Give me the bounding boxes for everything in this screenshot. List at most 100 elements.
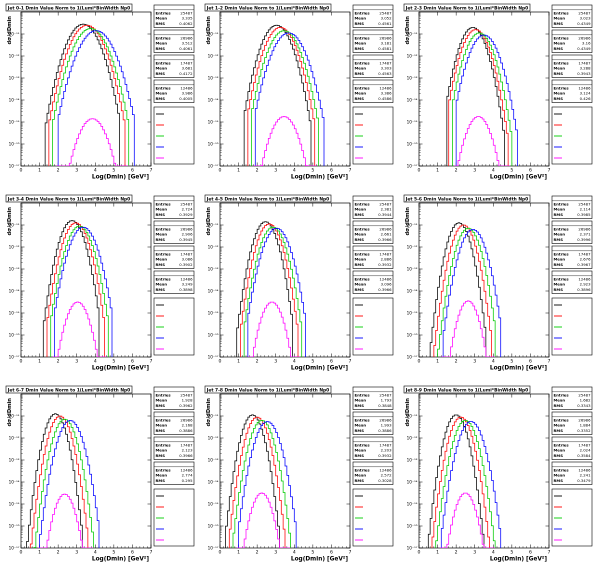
x-tick-label: 3 [473,168,476,174]
y-tick-label: 10⁻¹⁴ [9,480,20,485]
stats-label: RMS [554,96,564,101]
stats-box [153,245,195,269]
histogram-panel: Jet 7-8 Dmin Value Norm to 1(Lumi*BinWid… [199,382,397,572]
series-green-line [251,30,319,166]
stats-label: Mean [355,448,367,453]
y-tick-label: 10⁻¹³ [407,267,418,272]
stats-label: RMS [554,237,564,242]
x-tick-label: 5 [311,359,314,365]
series-blue-line [442,229,502,357]
legend-box [153,106,195,165]
stats-box [551,386,593,410]
stats-value: 0.3848 [378,403,392,408]
title-box [403,385,531,394]
stats-label: Entries [554,443,570,448]
stats-label: Entries [355,277,371,282]
stats-value: 12486 [578,468,591,473]
x-tick-label: 3 [473,550,476,556]
stats-label: Mean [554,473,566,478]
stats-value: 26986 [180,36,193,41]
stats-box [551,245,593,269]
y-tick-label: 10⁻¹³ [407,76,418,81]
y-tick-label: 10⁻¹¹ [407,414,418,419]
x-tick-label: 4 [94,168,97,174]
stats-value: 0.3966 [378,237,392,242]
stats-value: 3.086 [182,257,193,262]
y-tick-label: 10⁻¹³ [407,458,418,463]
stats-label: Mean [554,282,566,287]
stats-value: 0.4586 [378,96,392,101]
histogram-panel: Jet 2-3 Dmin Value Norm to 1(Lumi*BinWid… [398,0,596,190]
series-green-line [33,418,94,548]
x-tick-label: 7 [548,550,551,556]
y-tick-label: 10⁻¹⁷ [407,546,418,551]
x-tick-label: 0 [219,168,222,174]
stats-value: 25487 [379,11,392,16]
chart-title: Jet 0-1 Dmin Value Norm to 1(Lumi*BinWid… [7,6,130,12]
stats-box [153,436,195,460]
stats-value: 0.295 [182,478,193,483]
legend-box [551,106,593,165]
stats-value: 0.4349 [577,46,591,51]
stats-label: RMS [554,46,564,51]
chart-title: Jet 2-3 Dmin Value Norm to 1(Lumi*BinWid… [405,6,528,12]
x-tick-label: 4 [492,550,495,556]
y-tick-label: 10⁻¹³ [9,267,20,272]
x-tick-label: 3 [274,168,277,174]
series-group [26,413,100,548]
stats-label: Entries [554,418,570,423]
x-tick-label: 3 [473,359,476,365]
x-tick-label: 4 [94,359,97,365]
stats-value: 17487 [578,443,591,448]
series-green-line [435,420,496,548]
stats-box [352,220,394,244]
stats-box [352,436,394,460]
histogram-panel: Jet 8-9 Dmin Value Norm to 1(Lumi*BinWid… [398,382,596,572]
title-box [204,3,332,12]
stats-label: Entries [156,393,172,398]
x-axis-label: Log(Dmin) [GeV²] [490,365,547,372]
stats-label: Entries [156,443,172,448]
stats-label: RMS [554,478,564,483]
stats-value: 0.4349 [577,21,591,26]
stats-value: 0.4172 [179,71,193,76]
stats-label: RMS [156,287,166,292]
stats-value: 2.203 [381,448,392,453]
y-tick-label: 10⁻¹⁷ [407,355,418,360]
series-black-line [44,23,120,166]
x-tick-label: 6 [330,550,333,556]
y-tick-label: 10⁻¹¹ [208,32,219,37]
y-tick-label: 10⁻¹⁷ [208,355,219,360]
stats-label: Mean [554,423,566,428]
y-tick-label: 10⁻¹² [208,436,219,441]
stats-label: Entries [554,252,570,257]
series-group [44,23,135,166]
x-tick-label: 2 [455,550,458,556]
x-tick-label: 1 [38,359,41,365]
histogram-panel: Jet 1-2 Dmin Value Norm to 1(Lumi*BinWid… [199,0,397,190]
stats-label: Mean [355,207,367,212]
chart-title: Jet 8-9 Dmin Value Norm to 1(Lumi*BinWid… [405,388,528,394]
stats-label: RMS [355,21,365,26]
series-black-line [446,27,505,166]
stats-box [551,79,593,103]
series-blue-line [57,30,135,166]
stats-value: 3.303 [381,66,392,71]
stats-box [352,411,394,435]
histogram-panel: Jet 0-1 Dmin Value Norm to 1(Lumi*BinWid… [0,0,198,190]
legend-box [551,488,593,547]
stats-value: 17487 [180,443,193,448]
stats-value: 0.3962 [179,403,193,408]
stats-box [153,54,195,78]
series-red-line [433,224,492,357]
x-axis-label: Log(Dmin) [GeV²] [291,174,348,181]
stats-label: Entries [156,252,172,257]
stats-label: Entries [355,61,371,66]
series-green-line [50,225,109,357]
stats-value: 25487 [578,202,591,207]
series-magenta-line [37,493,94,548]
stats-value: 3.249 [182,282,193,287]
stats-box [153,386,195,410]
stats-label: Entries [156,227,172,232]
